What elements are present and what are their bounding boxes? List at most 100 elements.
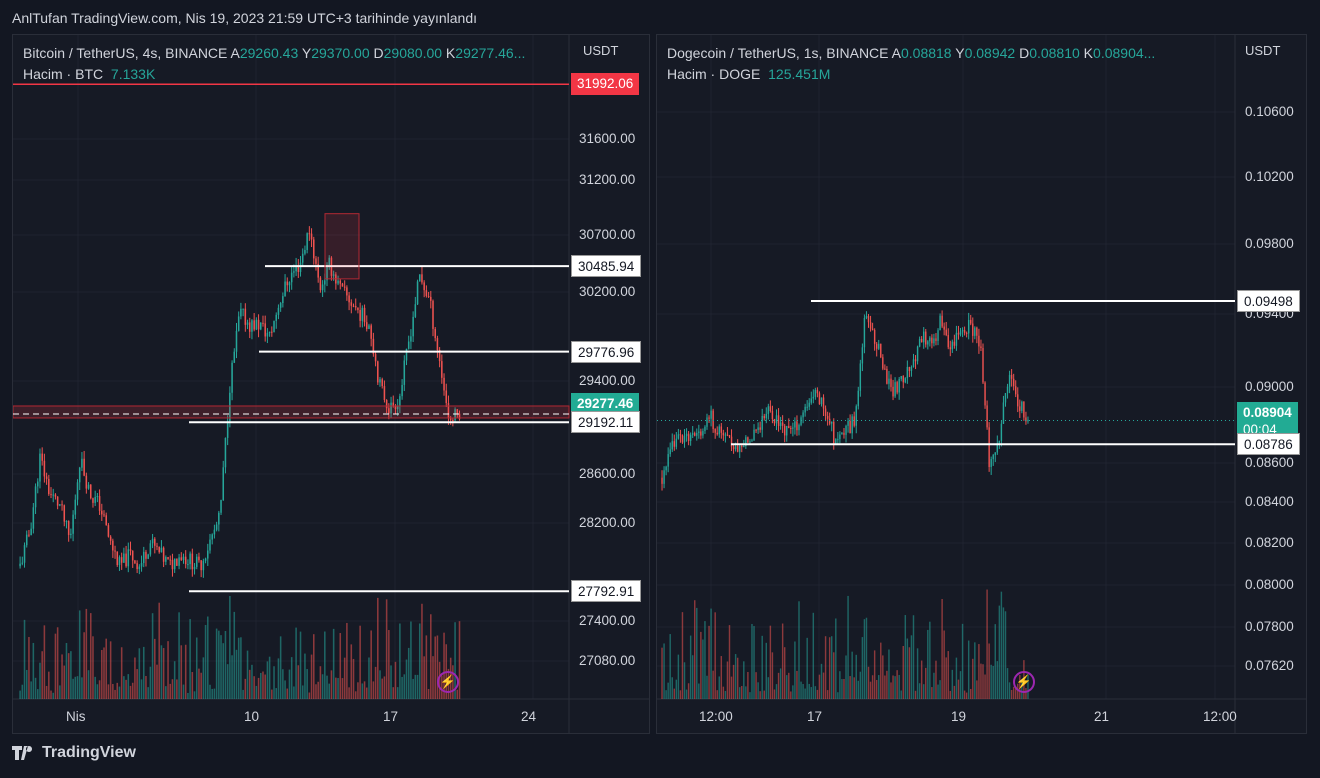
volume-bar (698, 683, 700, 699)
volume-bar (418, 623, 421, 699)
time-tick-label: 21 (1094, 709, 1110, 724)
candle-body (19, 563, 21, 567)
volume-bar (702, 639, 704, 699)
candle-body (445, 390, 448, 404)
volume-bar (401, 676, 403, 699)
candle-body (890, 378, 892, 387)
volume-bar (339, 633, 342, 699)
volume-bar (328, 683, 330, 699)
candle-body (875, 343, 878, 349)
candle-body (370, 325, 372, 339)
candle-body (1019, 406, 1021, 411)
volume-bar (683, 662, 686, 699)
candle-body (816, 389, 819, 394)
candle-body (266, 332, 269, 337)
candle-body (123, 553, 125, 563)
candle-body (332, 274, 335, 276)
volume-bar (101, 649, 103, 699)
volume-bar (984, 674, 986, 699)
volume-bar (867, 666, 870, 699)
ohlc-key: Y (298, 45, 312, 61)
volume-bar (211, 688, 213, 699)
candle-body (284, 281, 286, 297)
candle-body (299, 262, 302, 272)
lightning-icon[interactable]: ⚡ (1013, 671, 1035, 693)
candle-body (972, 323, 974, 336)
volume-bar (65, 642, 68, 699)
volume-bar (332, 628, 335, 699)
volume-bar (105, 638, 107, 699)
volume-bar (972, 658, 974, 699)
volume-bar (416, 674, 419, 699)
volume-bar (63, 665, 66, 699)
btc-symbol[interactable]: Bitcoin / TetherUS, 4s, BINANCE (23, 45, 228, 61)
volume-bar (184, 644, 187, 699)
candle-body (767, 406, 770, 414)
candle-body (390, 402, 392, 414)
candle-body (173, 558, 176, 570)
volume-bar (154, 638, 156, 699)
candle-body (142, 551, 145, 564)
volume-bar (173, 661, 176, 699)
lightning-icon[interactable]: ⚡ (437, 671, 459, 693)
volume-bar (990, 664, 992, 699)
volume-bar (337, 678, 339, 699)
volume-bar (773, 689, 776, 699)
doge-chart-panel[interactable]: Dogecoin / TetherUS, 1s, BINANCE A0.0881… (656, 34, 1307, 734)
volume-bar (240, 637, 242, 699)
candle-body (1017, 394, 1019, 407)
volume-bar (957, 679, 960, 699)
current-price: 0.08904 (1243, 404, 1292, 420)
candle-body (193, 566, 196, 570)
time-tick-label: 12:00 (1203, 709, 1237, 724)
candle-body (986, 405, 988, 428)
volume-bar (933, 672, 935, 699)
volume-bar (25, 669, 28, 699)
candle-body (945, 329, 947, 336)
candle-body (841, 432, 843, 435)
candle-body (980, 346, 982, 349)
volume-bar (191, 672, 194, 699)
doge-chart-canvas[interactable] (657, 35, 1307, 734)
tradingview-logo[interactable]: TradingView (12, 744, 136, 762)
candle-body (83, 458, 85, 476)
doge-symbol[interactable]: Dogecoin / TetherUS, 1s, BINANCE (667, 45, 889, 61)
volume-bar (425, 635, 428, 699)
candle-body (830, 421, 833, 424)
candle-body (978, 335, 980, 347)
candle-body (1021, 401, 1023, 411)
candle-body (994, 452, 996, 455)
candle-body (798, 424, 800, 431)
candle-body (902, 376, 904, 383)
price-tick-label: 30700.00 (579, 227, 636, 242)
volume-bar (81, 677, 83, 699)
btc-volume-label: Hacim · BTC (23, 66, 104, 82)
candle-body (184, 556, 187, 565)
volume-bar (76, 676, 79, 699)
btc-chart-canvas[interactable] (13, 35, 650, 734)
candle-body (687, 433, 690, 441)
candle-body (229, 392, 231, 422)
candle-body (220, 500, 222, 513)
volume-bar (1025, 688, 1027, 699)
volume-bar (935, 660, 937, 699)
btc-chart-panel[interactable]: Bitcoin / TetherUS, 4s, BINANCE A29260.4… (12, 34, 650, 734)
price-tick-label: 0.08600 (1245, 455, 1294, 470)
candle-body (888, 378, 890, 384)
candle-body (396, 405, 399, 410)
volume-bar (399, 623, 401, 699)
candle-body (965, 332, 968, 334)
price-tick-label: 0.07620 (1245, 658, 1294, 673)
volume-bar (405, 659, 408, 699)
volume-bar (689, 635, 692, 699)
candle-body (138, 566, 141, 570)
volume-bar (319, 666, 322, 699)
candle-body (683, 436, 686, 443)
time-tick-label: 17 (383, 709, 399, 724)
volume-bar (878, 675, 880, 699)
volume-bar (377, 597, 379, 699)
candle-body (661, 477, 663, 484)
volume-bar (127, 674, 130, 699)
volume-bar (235, 649, 238, 699)
price-tick-label: 31200.00 (579, 172, 636, 187)
